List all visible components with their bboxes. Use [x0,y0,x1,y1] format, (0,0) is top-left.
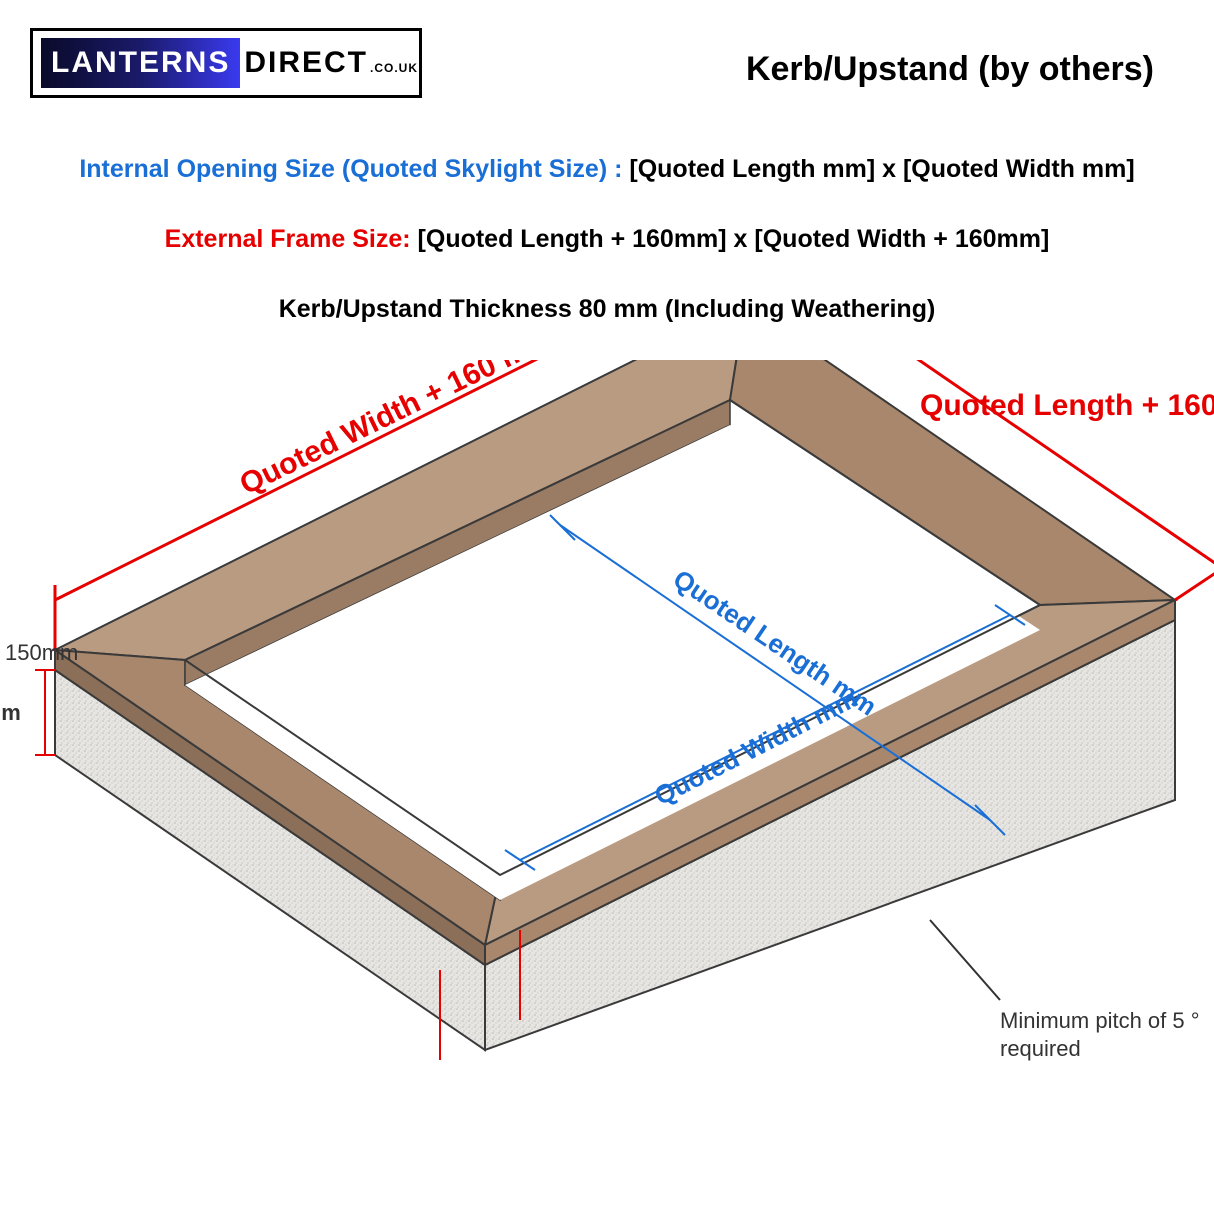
logo-suffix: .CO.UK [370,61,418,75]
spec-internal-label: Internal Opening Size (Quoted Skylight S… [79,155,622,183]
logo-part2: DIRECT [240,46,368,80]
spec-internal-value: [Quoted Length mm] x [Quoted Width mm] [629,155,1134,183]
spec-internal: Internal Opening Size (Quoted Skylight S… [0,155,1214,184]
spec-external-value: [Quoted Length + 160mm] x [Quoted Width … [418,225,1050,253]
logo: LANTERNS DIRECT .CO.UK [30,28,422,98]
dim-height [35,670,55,755]
logo-part1: LANTERNS [41,38,240,88]
pitch-label-1: Minimum pitch of 5 ° [1000,1008,1200,1033]
dim-ext-length-label: Quoted Length + 160 mm [920,389,1214,422]
dim-height-label: 150mm [0,700,21,725]
page: LANTERNS DIRECT .CO.UK Kerb/Upstand (by … [0,0,1214,1214]
spec-thickness: Kerb/Upstand Thickness 80 mm (Including … [0,295,1214,324]
dim-height-label-visible: 150mm [5,640,78,665]
page-title: Kerb/Upstand (by others) [746,50,1154,89]
spec-external-label: External Frame Size: [165,225,411,253]
pitch-leader [930,920,1000,1000]
spec-external: External Frame Size: [Quoted Length + 16… [0,225,1214,254]
kerb-diagram: Quoted Width + 160 mm Quoted Length + 16… [0,360,1214,1210]
pitch-label-2: required [1000,1036,1081,1061]
